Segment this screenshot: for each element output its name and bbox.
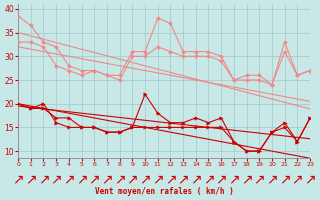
X-axis label: Vent moyen/en rafales ( km/h ): Vent moyen/en rafales ( km/h ) — [95, 187, 233, 196]
